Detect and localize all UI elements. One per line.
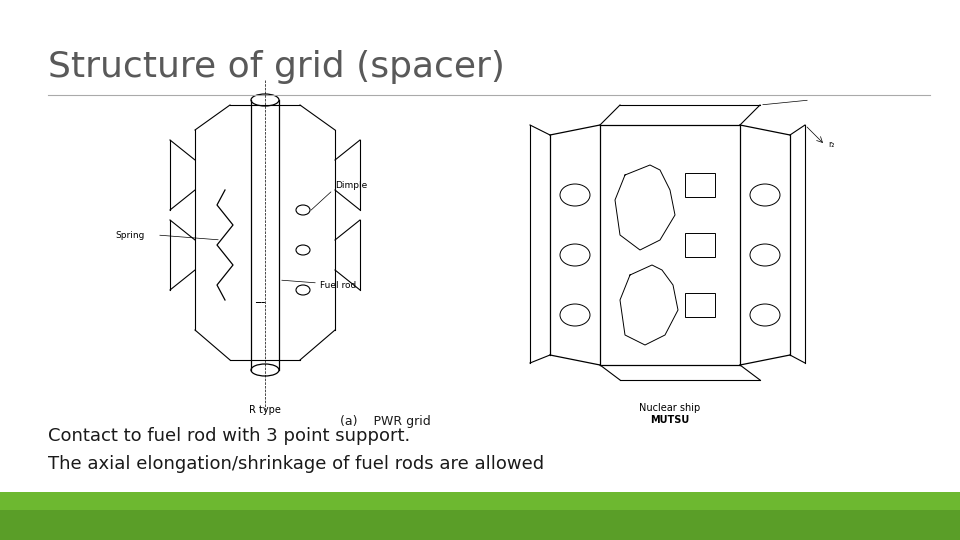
Bar <box>685 173 715 197</box>
Text: (a)    PWR grid: (a) PWR grid <box>340 415 431 428</box>
Text: MUTSU: MUTSU <box>650 415 689 425</box>
Text: r₂: r₂ <box>828 140 834 149</box>
Text: Nuclear ship: Nuclear ship <box>639 403 701 413</box>
Text: Fuel rod: Fuel rod <box>320 280 356 289</box>
Text: ━━━: ━━━ <box>255 301 265 306</box>
Bar <box>0 492 960 540</box>
Text: Contact to fuel rod with 3 point support.: Contact to fuel rod with 3 point support… <box>48 427 410 445</box>
Bar <box>0 492 960 510</box>
Bar <box>685 293 715 317</box>
Text: Spring: Spring <box>115 231 145 240</box>
Text: The axial elongation/shrinkage of fuel rods are allowed: The axial elongation/shrinkage of fuel r… <box>48 455 544 473</box>
Text: Dimple: Dimple <box>335 180 368 190</box>
Text: R type: R type <box>249 405 281 415</box>
Bar <box>685 233 715 257</box>
Text: Structure of grid (spacer): Structure of grid (spacer) <box>48 50 505 84</box>
